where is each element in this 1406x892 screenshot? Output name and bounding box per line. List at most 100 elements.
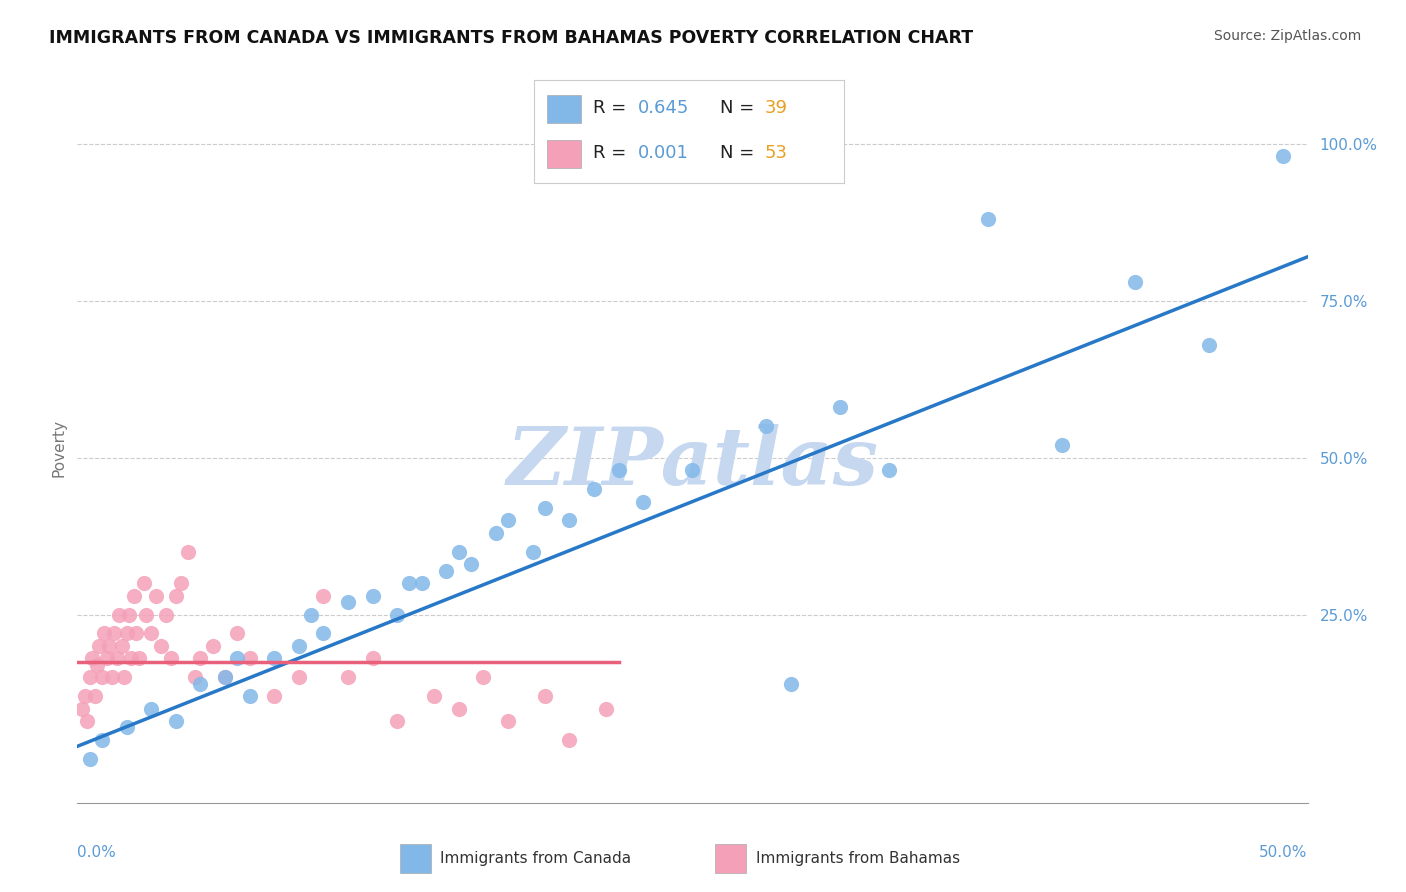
Point bbox=[155, 607, 177, 622]
Point bbox=[522, 545, 544, 559]
Point bbox=[460, 558, 482, 572]
Point bbox=[70, 701, 93, 715]
Point bbox=[682, 463, 704, 477]
Text: N =: N = bbox=[720, 145, 759, 162]
Point bbox=[98, 639, 121, 653]
Text: 50.0%: 50.0% bbox=[1260, 846, 1308, 861]
Point bbox=[337, 595, 360, 609]
Point bbox=[337, 670, 360, 684]
Point bbox=[385, 607, 409, 622]
Point bbox=[226, 626, 249, 640]
Point bbox=[79, 752, 101, 766]
Point bbox=[361, 589, 384, 603]
Point bbox=[125, 626, 148, 640]
Text: 0.645: 0.645 bbox=[638, 99, 689, 117]
Point bbox=[534, 689, 557, 703]
Point bbox=[79, 670, 101, 684]
Text: R =: R = bbox=[593, 99, 633, 117]
Point bbox=[93, 626, 115, 640]
Text: 0.0%: 0.0% bbox=[77, 846, 117, 861]
Point bbox=[263, 689, 285, 703]
Point bbox=[879, 463, 901, 477]
Point bbox=[583, 482, 606, 496]
Point bbox=[485, 525, 508, 540]
Text: 0.001: 0.001 bbox=[638, 145, 689, 162]
Point bbox=[447, 545, 470, 559]
Point bbox=[423, 689, 446, 703]
Bar bbox=[716, 844, 747, 873]
Point bbox=[472, 670, 495, 684]
Bar bbox=[547, 95, 581, 123]
Point bbox=[447, 701, 470, 715]
Text: N =: N = bbox=[720, 99, 759, 117]
Point bbox=[830, 401, 852, 415]
Point bbox=[288, 639, 311, 653]
Point bbox=[312, 589, 335, 603]
Point bbox=[558, 513, 581, 527]
Point bbox=[105, 651, 128, 665]
Point bbox=[112, 670, 135, 684]
Point bbox=[411, 576, 433, 591]
Point bbox=[89, 639, 111, 653]
Point bbox=[595, 701, 617, 715]
Point bbox=[239, 689, 262, 703]
Point bbox=[361, 651, 384, 665]
Point bbox=[214, 670, 236, 684]
Point bbox=[145, 589, 167, 603]
Point bbox=[83, 689, 105, 703]
Point bbox=[96, 651, 118, 665]
Point bbox=[122, 589, 145, 603]
Text: 39: 39 bbox=[765, 99, 787, 117]
Point bbox=[86, 657, 108, 672]
Point bbox=[977, 212, 1000, 227]
Point bbox=[101, 670, 124, 684]
Point bbox=[496, 714, 519, 729]
Point bbox=[128, 651, 150, 665]
Point bbox=[165, 589, 187, 603]
Point bbox=[239, 651, 262, 665]
Point bbox=[73, 689, 96, 703]
Point bbox=[780, 676, 803, 690]
Point bbox=[214, 670, 236, 684]
Point bbox=[115, 626, 138, 640]
Point bbox=[111, 639, 132, 653]
Point bbox=[201, 639, 224, 653]
Point bbox=[150, 639, 173, 653]
Point bbox=[188, 651, 212, 665]
Point bbox=[312, 626, 335, 640]
Point bbox=[1125, 275, 1147, 289]
Point bbox=[90, 733, 114, 747]
Point bbox=[90, 670, 114, 684]
Point bbox=[288, 670, 311, 684]
Point bbox=[558, 733, 581, 747]
Point bbox=[108, 607, 131, 622]
Point bbox=[141, 701, 163, 715]
Point bbox=[165, 714, 187, 729]
Point bbox=[188, 676, 212, 690]
Point bbox=[177, 545, 200, 559]
Text: Source: ZipAtlas.com: Source: ZipAtlas.com bbox=[1213, 29, 1361, 43]
Point bbox=[299, 607, 322, 622]
Text: R =: R = bbox=[593, 145, 633, 162]
Point bbox=[1050, 438, 1073, 452]
Text: 53: 53 bbox=[765, 145, 787, 162]
Point bbox=[160, 651, 183, 665]
Point bbox=[1272, 149, 1295, 163]
Point bbox=[121, 651, 143, 665]
Point bbox=[1198, 337, 1220, 351]
Point bbox=[633, 494, 655, 508]
Point bbox=[263, 651, 285, 665]
Point bbox=[398, 576, 420, 591]
Point bbox=[226, 651, 249, 665]
Bar bbox=[547, 140, 581, 169]
Point bbox=[115, 721, 138, 735]
Y-axis label: Poverty: Poverty bbox=[51, 419, 66, 477]
Point bbox=[118, 607, 141, 622]
Point bbox=[135, 607, 157, 622]
Point bbox=[436, 564, 458, 578]
Text: ZIPatlas: ZIPatlas bbox=[506, 424, 879, 501]
Point bbox=[141, 626, 163, 640]
Bar bbox=[399, 844, 430, 873]
Point bbox=[534, 500, 557, 515]
Text: IMMIGRANTS FROM CANADA VS IMMIGRANTS FROM BAHAMAS POVERTY CORRELATION CHART: IMMIGRANTS FROM CANADA VS IMMIGRANTS FRO… bbox=[49, 29, 973, 46]
